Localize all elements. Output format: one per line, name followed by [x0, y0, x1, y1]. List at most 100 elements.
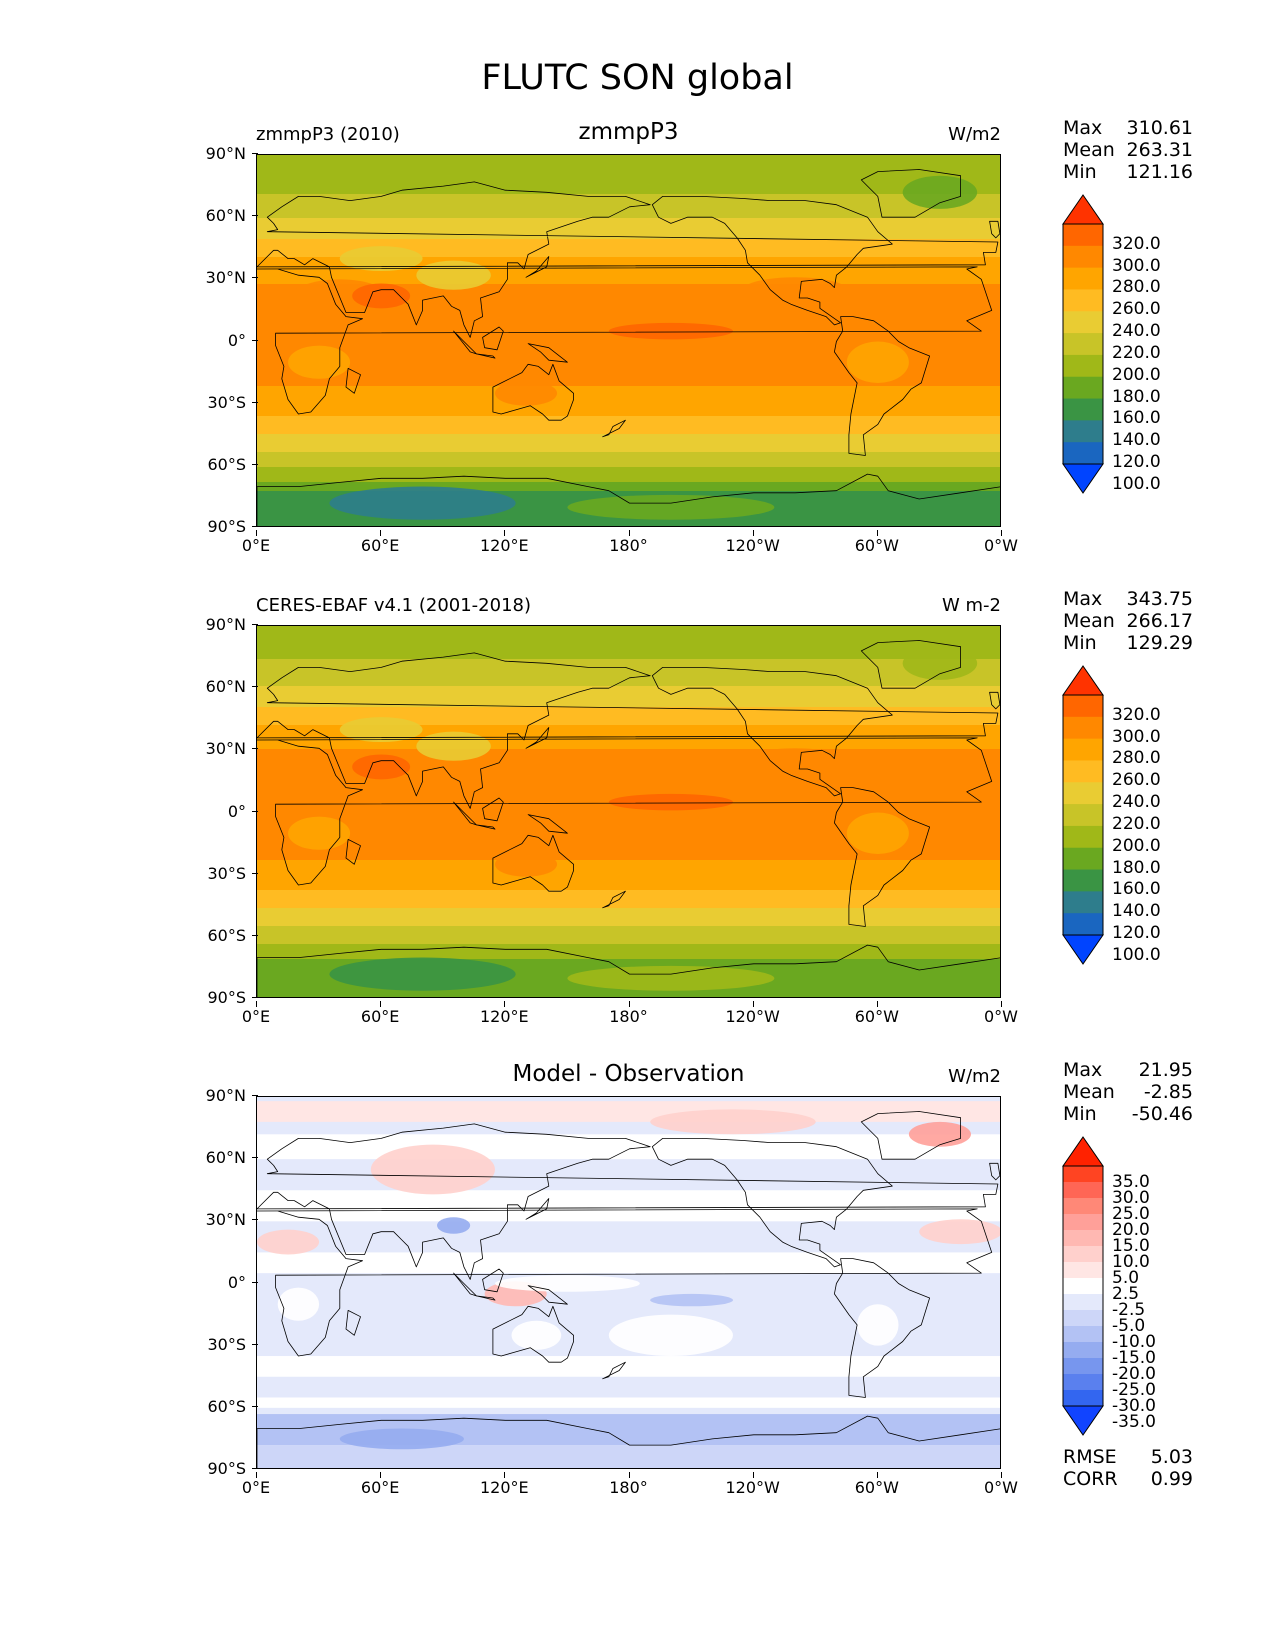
zonal-band: [257, 182, 1000, 186]
colorbar-segment: [1063, 224, 1103, 247]
zonal-band: [257, 722, 1000, 726]
zonal-band: [257, 824, 1000, 828]
zonal-band: [257, 668, 1000, 672]
zonal-band: [257, 260, 1000, 264]
zonal-band: [257, 938, 1000, 942]
zonal-band: [257, 863, 1000, 867]
coastline: [492, 1305, 574, 1363]
coastline: [257, 266, 993, 415]
zonal-band: [257, 188, 1000, 192]
x-tick-label: 0°E: [216, 530, 296, 555]
stat-mean: 263.31: [1126, 139, 1193, 161]
zonal-band: [257, 398, 1000, 402]
zonal-band: [257, 740, 1000, 744]
diff-band: [257, 1134, 1000, 1160]
field-anomaly: [743, 277, 847, 303]
zonal-band: [257, 248, 1000, 252]
field-anomaly: [329, 957, 516, 991]
x-tick-label: 60°E: [340, 530, 420, 555]
zonal-band: [257, 338, 1000, 342]
colorbar-extend-high: [1062, 1136, 1104, 1167]
colorbar-segment: [1063, 245, 1103, 269]
diff-anomaly: [511, 1320, 562, 1350]
zonal-band: [257, 656, 1000, 660]
zonal-band: [257, 218, 1000, 222]
colorbar-segment: [1063, 804, 1103, 827]
zonal-band: [257, 932, 1000, 936]
colorbar-segment: [1063, 376, 1103, 400]
coastline: [525, 256, 550, 278]
zonal-band: [257, 233, 1000, 237]
diff-map-field: [257, 1097, 1000, 1468]
zonal-band: [257, 518, 1000, 522]
stat-max-label: Max: [1063, 1059, 1103, 1081]
field-anomaly: [352, 283, 411, 309]
x-tick-label: 60°E: [340, 1001, 420, 1026]
colorbar-segment: [1063, 1358, 1103, 1375]
zonal-band: [257, 689, 1000, 693]
colorbar-segment: [1063, 1262, 1103, 1279]
zonal-band: [257, 953, 1000, 957]
zonal-band: [257, 791, 1000, 795]
colorbar-segment: [1063, 1182, 1103, 1199]
coastline: [345, 368, 361, 394]
colorbar: [1062, 665, 1104, 965]
zonal-band: [257, 413, 1000, 417]
diff-anomaly: [608, 1314, 733, 1357]
zonal-band: [257, 794, 1000, 798]
zonal-band: [257, 665, 1000, 669]
zonal-band: [257, 782, 1000, 786]
colorbar-label: -30.0: [1112, 1396, 1156, 1416]
zonal-band: [257, 884, 1000, 888]
zonal-band: [257, 842, 1000, 846]
field-anomaly: [288, 345, 351, 379]
zonal-band: [257, 419, 1000, 423]
y-tick-label: 60°N: [176, 206, 258, 225]
zonal-band: [257, 215, 1000, 219]
x-tick-label: 60°W: [837, 1472, 917, 1497]
colorbar-label: -15.0: [1112, 1348, 1156, 1368]
y-tick-label: 90°S: [176, 1459, 258, 1478]
diff-map: [256, 1096, 1001, 1469]
diff-anomaly: [650, 1109, 816, 1135]
zonal-band: [257, 437, 1000, 441]
colorbar-label: 200.0: [1112, 835, 1161, 856]
field-anomaly: [329, 486, 516, 520]
zonal-band: [257, 788, 1000, 792]
zonal-band: [257, 881, 1000, 885]
zonal-band: [257, 887, 1000, 891]
diff-band: [257, 1190, 1000, 1222]
field-anomaly: [288, 816, 351, 850]
zonal-band: [257, 839, 1000, 843]
zonal-band: [257, 383, 1000, 387]
zonal-band: [257, 476, 1000, 480]
zonal-band: [257, 272, 1000, 276]
stat-max: 310.61: [1126, 117, 1193, 139]
y-tick-label: 0°: [176, 802, 258, 821]
y-tick-label: 30°S: [176, 1335, 258, 1354]
stat-mean-label: Mean: [1063, 610, 1115, 632]
x-tick-label: 0°E: [216, 1001, 296, 1026]
field-anomaly: [339, 717, 423, 743]
zonal-band: [257, 812, 1000, 816]
zonal-band: [257, 899, 1000, 903]
colorbar-segment: [1063, 1214, 1103, 1231]
zonal-band: [257, 752, 1000, 756]
colorbar-label: -35.0: [1112, 1412, 1156, 1432]
zonal-band: [257, 239, 1000, 243]
panel-stats: Max 310.61 Mean 263.31 Min 121.16: [1063, 117, 1193, 183]
zonal-band: [257, 761, 1000, 765]
zonal-band: [257, 281, 1000, 285]
x-tick-label: 180°: [589, 530, 669, 555]
coastline: [482, 797, 504, 822]
colorbar-segment: [1063, 267, 1103, 290]
zonal-band: [257, 710, 1000, 714]
zonal-band: [257, 164, 1000, 168]
colorbar-label: 120.0: [1112, 923, 1161, 943]
zonal-band: [257, 245, 1000, 249]
colorbar-label: 2.5: [1112, 1284, 1140, 1304]
zonal-band: [257, 896, 1000, 900]
zonal-band: [257, 965, 1000, 969]
colorbar-segment: [1063, 1310, 1103, 1327]
field-anomaly: [339, 246, 423, 272]
